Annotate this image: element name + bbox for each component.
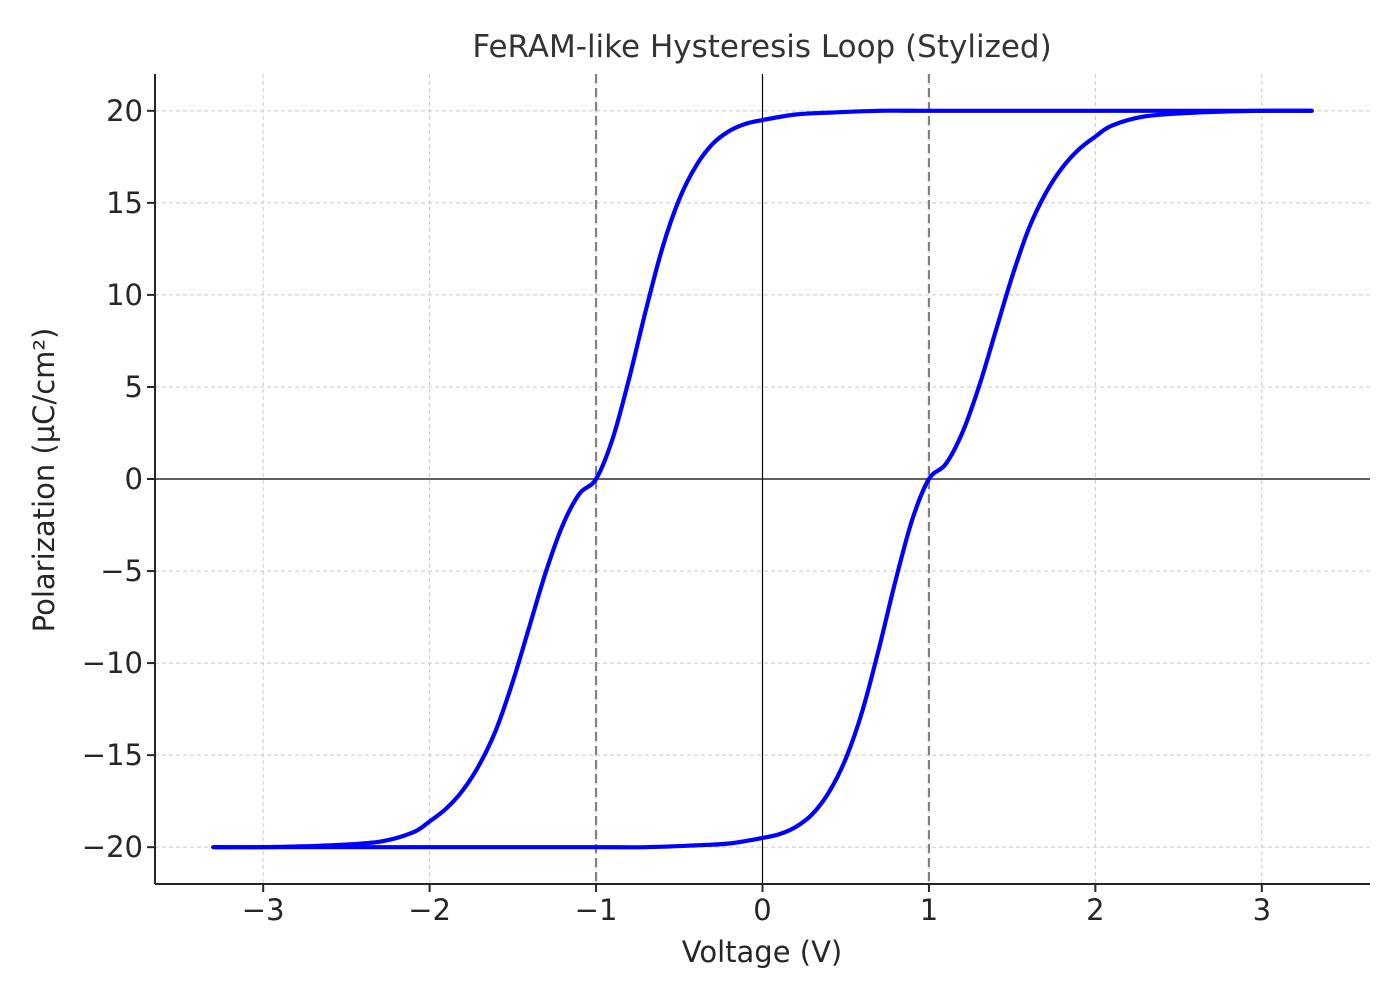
x-tick-label: −3 xyxy=(242,893,285,927)
x-tick-label: 2 xyxy=(1086,893,1104,927)
x-tick-label: 0 xyxy=(753,893,771,927)
y-tick-label: −15 xyxy=(82,738,143,772)
descending-branch-line xyxy=(211,108,1314,850)
y-tick-label: 20 xyxy=(106,94,143,128)
y-axis-title: Polarization (µC/cm²) xyxy=(27,328,61,633)
series-layer xyxy=(211,108,1314,850)
x-tick-label: −1 xyxy=(575,893,618,927)
x-axis-title: Voltage (V) xyxy=(682,935,842,969)
y-tick-label: −20 xyxy=(82,830,143,864)
reference-lines xyxy=(155,74,1370,884)
y-tick-label: 0 xyxy=(125,462,143,496)
x-tick-label: 3 xyxy=(1253,893,1271,927)
ascending-branch-line xyxy=(211,108,1314,850)
y-tick-label: 5 xyxy=(125,370,143,404)
chart-title: FeRAM-like Hysteresis Loop (Stylized) xyxy=(472,29,1051,65)
y-tick-label: 10 xyxy=(106,278,143,312)
y-tick-label: −10 xyxy=(82,646,143,680)
y-tick-label: −5 xyxy=(100,554,143,588)
x-tick-label: 1 xyxy=(920,893,938,927)
x-tick-label: −2 xyxy=(408,893,451,927)
y-tick-label: 15 xyxy=(106,186,143,220)
